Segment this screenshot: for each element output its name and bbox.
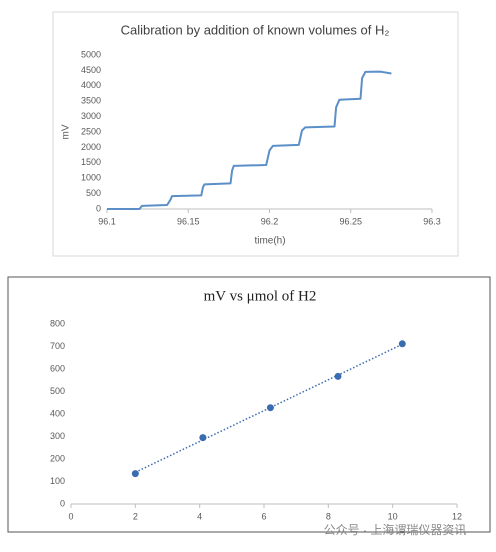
- chart-frame: [7, 276, 491, 533]
- chart-title: mV vs μmol of H2: [204, 288, 317, 304]
- x-tick-label: 0: [68, 511, 73, 521]
- data-point: [266, 404, 274, 412]
- x-tick-label: 12: [452, 511, 462, 521]
- y-tick-label: 3500: [81, 96, 101, 106]
- x-tick-label: 96.1: [98, 216, 116, 226]
- data-point: [131, 470, 139, 478]
- y-tick-label: 500: [50, 386, 65, 396]
- y-tick-label: 0: [60, 498, 65, 508]
- y-tick-label: 400: [50, 408, 65, 418]
- y-tick-label: 100: [50, 476, 65, 486]
- x-tick-label: 96.25: [339, 216, 362, 226]
- y-tick-label: 300: [50, 431, 65, 441]
- y-tick-label: 3000: [81, 111, 101, 121]
- x-tick-label: 96.3: [423, 216, 441, 226]
- y-tick-label: 200: [50, 453, 65, 463]
- watermark: 公众号 · 上海谓瑞仪器资讯: [324, 522, 467, 537]
- chart-frame: [52, 11, 459, 257]
- y-tick-label: 700: [50, 341, 65, 351]
- y-tick-label: 2500: [81, 126, 101, 136]
- y-tick-label: 4500: [81, 65, 101, 75]
- data-point: [199, 434, 207, 442]
- x-axis-label: time(h): [254, 236, 285, 247]
- x-tick-label: 2: [133, 511, 138, 521]
- y-tick-label: 600: [50, 363, 65, 373]
- data-point: [334, 372, 342, 380]
- x-tick-label: 6: [261, 511, 266, 521]
- y-tick-label: 5000: [81, 49, 101, 59]
- y-tick-label: 2000: [81, 142, 101, 152]
- y-tick-label: 1500: [81, 157, 101, 167]
- data-point: [398, 340, 406, 348]
- data-line: [107, 70, 392, 210]
- y-tick-label: 4000: [81, 80, 101, 90]
- chart-title: Calibration by addition of known volumes…: [121, 22, 390, 37]
- y-tick-label: 800: [50, 318, 65, 328]
- x-tick-label: 96.15: [177, 216, 200, 226]
- y-tick-label: 0: [96, 203, 101, 213]
- x-tick-label: 96.2: [261, 216, 279, 226]
- y-tick-label: 1000: [81, 173, 101, 183]
- x-tick-label: 4: [197, 511, 202, 521]
- y-tick-label: 500: [86, 188, 101, 198]
- x-tick-label: 10: [388, 511, 398, 521]
- x-tick-label: 8: [326, 511, 331, 521]
- y-axis-label: mV: [61, 124, 72, 139]
